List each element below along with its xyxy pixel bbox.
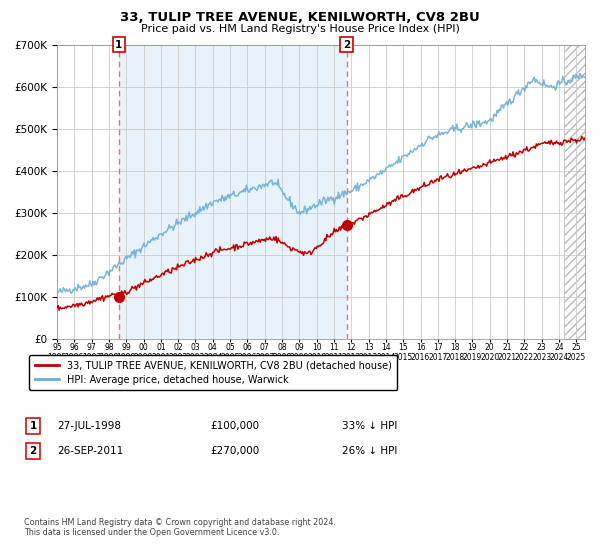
Text: 26-SEP-2011: 26-SEP-2011: [57, 446, 123, 456]
Text: 33% ↓ HPI: 33% ↓ HPI: [342, 421, 397, 431]
Text: 27-JUL-1998: 27-JUL-1998: [57, 421, 121, 431]
Text: 1: 1: [115, 40, 122, 50]
Text: Price paid vs. HM Land Registry's House Price Index (HPI): Price paid vs. HM Land Registry's House …: [140, 24, 460, 34]
Text: 26% ↓ HPI: 26% ↓ HPI: [342, 446, 397, 456]
Text: £100,000: £100,000: [210, 421, 259, 431]
Text: 2: 2: [343, 40, 350, 50]
Text: Contains HM Land Registry data © Crown copyright and database right 2024.
This d: Contains HM Land Registry data © Crown c…: [24, 518, 336, 538]
Legend: 33, TULIP TREE AVENUE, KENILWORTH, CV8 2BU (detached house), HPI: Average price,: 33, TULIP TREE AVENUE, KENILWORTH, CV8 2…: [29, 355, 397, 390]
Text: £270,000: £270,000: [210, 446, 259, 456]
Text: 33, TULIP TREE AVENUE, KENILWORTH, CV8 2BU: 33, TULIP TREE AVENUE, KENILWORTH, CV8 2…: [120, 11, 480, 24]
Text: 2: 2: [29, 446, 37, 456]
Bar: [119, 45, 347, 339]
Text: 1: 1: [29, 421, 37, 431]
Bar: [564, 45, 585, 339]
